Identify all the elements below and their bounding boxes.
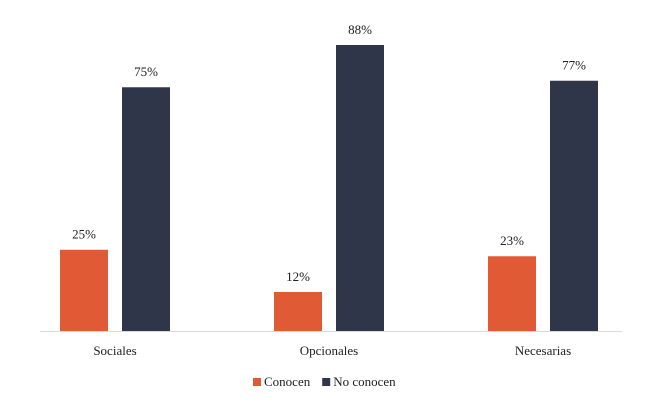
data-label: 88% [348, 22, 372, 37]
data-label: 12% [286, 269, 310, 284]
bar [60, 249, 108, 331]
bar [550, 80, 598, 331]
legend-label: Conocen [264, 374, 311, 389]
bar [488, 256, 536, 331]
legend-label: No conocen [333, 374, 396, 389]
data-label: 77% [562, 58, 586, 73]
data-label: 23% [500, 233, 524, 248]
data-label: 25% [72, 227, 96, 242]
x-tick-label: Opcionales [300, 343, 358, 358]
bar [336, 45, 384, 331]
legend-swatch [253, 378, 261, 386]
x-tick-label: Sociales [93, 343, 136, 358]
x-tick-label: Necesarias [515, 343, 571, 358]
data-label: 75% [134, 64, 158, 79]
bar [274, 292, 322, 331]
bar [122, 87, 170, 331]
legend-swatch [322, 378, 331, 386]
